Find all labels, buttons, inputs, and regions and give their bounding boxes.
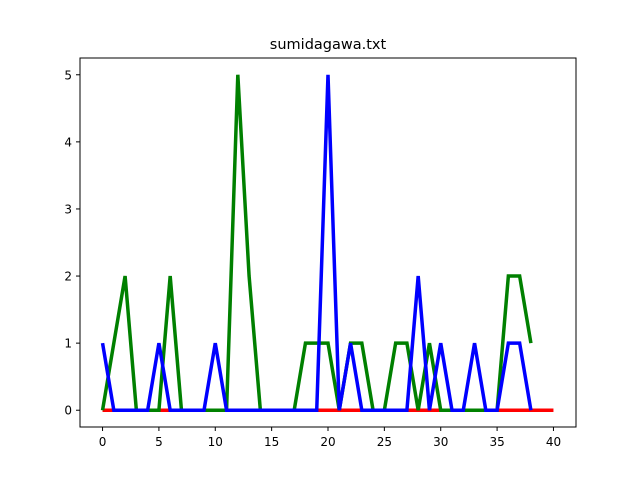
y-tick-label: 2 [64,270,72,284]
y-tick-label: 3 [64,202,72,216]
y-tick-label: 0 [64,404,72,418]
x-tick-label: 15 [264,435,279,449]
x-tick-label: 20 [320,435,335,449]
x-tick-label: 30 [433,435,448,449]
x-tick-label: 5 [155,435,163,449]
series-layer [100,74,554,412]
y-axis: 0 1 2 3 4 5 [64,68,80,418]
series-line-3 [100,74,533,412]
x-tick-label: 40 [546,435,561,449]
y-tick-label: 5 [64,68,72,82]
x-tick-label: 25 [377,435,392,449]
axes-frame [79,57,577,428]
x-tick-label: 10 [208,435,223,449]
x-axis: 0 5 10 15 20 25 30 35 40 [99,427,561,449]
x-tick-label: 35 [489,435,504,449]
chart-title: sumidagawa.txt [270,37,387,53]
y-tick-label: 1 [64,337,72,351]
y-tick-label: 4 [64,135,72,149]
x-tick-label: 0 [99,435,107,449]
